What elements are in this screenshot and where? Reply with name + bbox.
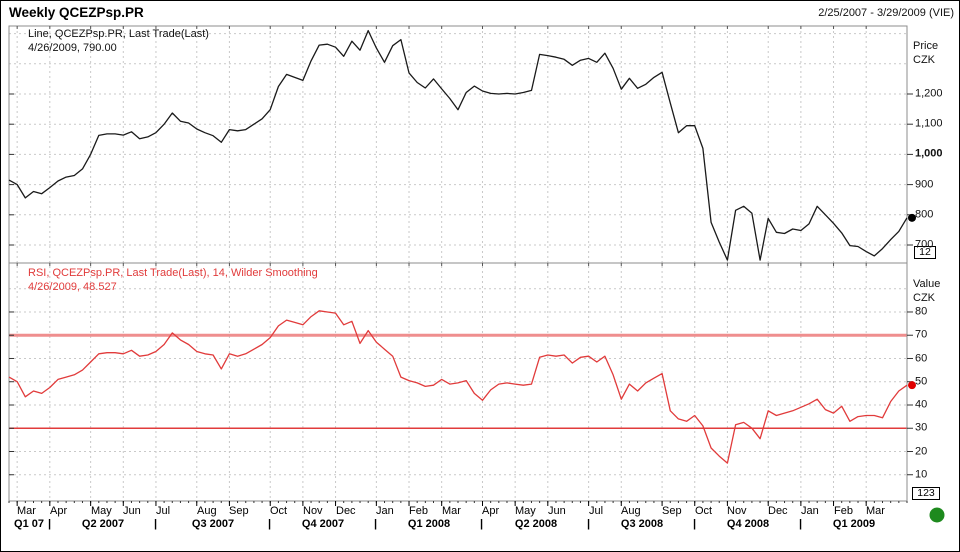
rsi-line[interactable] <box>8 310 908 464</box>
month-label: May <box>91 505 112 517</box>
month-label: Sep <box>229 505 249 517</box>
rsi-axis-title: Value <box>913 278 941 290</box>
quarter-label: Q1 2008 <box>407 518 451 530</box>
rsi-axis-tick-label: 60 <box>915 352 928 364</box>
month-label: Jan <box>376 505 394 517</box>
month-label: Nov <box>303 505 323 517</box>
price-pane-id-box[interactable]: 12 <box>914 246 936 259</box>
rsi-axis-currency: CZK <box>913 292 935 304</box>
quarter-separator: | <box>374 518 378 530</box>
month-label: Jul <box>589 505 604 517</box>
month-label: Dec <box>768 505 788 517</box>
chart-title: Weekly QCEZPsp.PR <box>9 5 144 20</box>
month-label: Jan <box>801 505 819 517</box>
quarter-label: Q4 2007 <box>301 518 345 530</box>
month-label: Nov <box>727 505 747 517</box>
price-line[interactable] <box>8 29 908 261</box>
month-label: Jun <box>548 505 566 517</box>
rsi-axis-tick-label: 10 <box>915 468 928 481</box>
quarter-label: Q4 2008 <box>726 518 770 530</box>
month-label: May <box>515 505 536 517</box>
rsi-axis-tick-label: 20 <box>915 445 928 457</box>
month-label: Mar <box>866 505 885 517</box>
date-range-label: 2/25/2007 - 3/29/2009 (VIE) <box>818 7 954 19</box>
month-label: Oct <box>695 505 713 517</box>
status-green-dot <box>929 507 945 523</box>
price-legend-last-value: 4/26/2009, 790.00 <box>28 42 117 54</box>
month-label: Oct <box>270 505 288 517</box>
rsi-pane-id-box[interactable]: 123 <box>912 487 940 500</box>
price-axis-title: Price <box>913 40 939 52</box>
price-axis-tick-label: 800 <box>915 208 934 221</box>
last-price-marker <box>908 213 916 222</box>
month-label: Mar <box>442 505 461 517</box>
quarter-separator: | <box>693 518 697 530</box>
rsi-plot-area[interactable] <box>9 263 907 501</box>
quarter-label: Q2 2007 <box>81 518 125 530</box>
quarter-separator: | <box>799 518 803 530</box>
quarter-label: Q1 2009 <box>832 518 876 530</box>
rsi-legend-series: RSI, QCEZPsp.PR, Last Trade(Last), 14, W… <box>28 267 318 279</box>
last-rsi-marker <box>908 381 916 390</box>
price-legend-series: Line, QCEZPsp.PR, Last Trade(Last) <box>28 28 209 40</box>
month-label: Feb <box>409 505 428 517</box>
month-label: Feb <box>834 505 853 517</box>
month-label: Aug <box>197 505 217 517</box>
rsi-axis-tick-label: 30 <box>915 421 928 434</box>
month-label: Aug <box>621 505 641 517</box>
month-label: Jun <box>123 505 141 517</box>
quarter-label: Q1 07 <box>14 518 44 530</box>
quarter-separator: | <box>480 518 484 530</box>
price-axis-currency: CZK <box>913 54 935 66</box>
price-axis-tick-label: 1,200 <box>915 87 943 100</box>
price-axis-tick-label: 1,000 <box>915 147 943 160</box>
month-label: Apr <box>50 505 68 517</box>
price-axis-tick-label: 900 <box>915 178 934 191</box>
quarter-label: Q3 2007 <box>191 518 235 530</box>
rsi-axis-tick-label: 40 <box>915 398 928 411</box>
price-plot-area[interactable] <box>9 26 907 263</box>
rsi-axis-tick-label: 50 <box>915 375 928 388</box>
quarter-label: Q3 2008 <box>620 518 664 530</box>
quarter-separator: | <box>268 518 272 530</box>
rsi-legend-last-value: 4/26/2009, 48.527 <box>28 281 117 293</box>
quarter-separator: | <box>587 518 591 530</box>
month-label: Dec <box>336 505 356 517</box>
month-label: Sep <box>662 505 682 517</box>
month-label: Jul <box>156 505 171 517</box>
price-axis-tick-label: 700 <box>915 238 934 251</box>
month-label: Mar <box>17 505 36 517</box>
quarter-separator: | <box>154 518 158 530</box>
quarter-label: Q2 2008 <box>514 518 558 530</box>
rsi-axis-tick-label: 80 <box>915 305 928 318</box>
price-axis-tick-label: 1,100 <box>915 117 943 130</box>
rsi-axis-tick-label: 70 <box>915 328 928 341</box>
quarter-separator: | <box>48 518 52 530</box>
month-label: Apr <box>482 505 500 517</box>
